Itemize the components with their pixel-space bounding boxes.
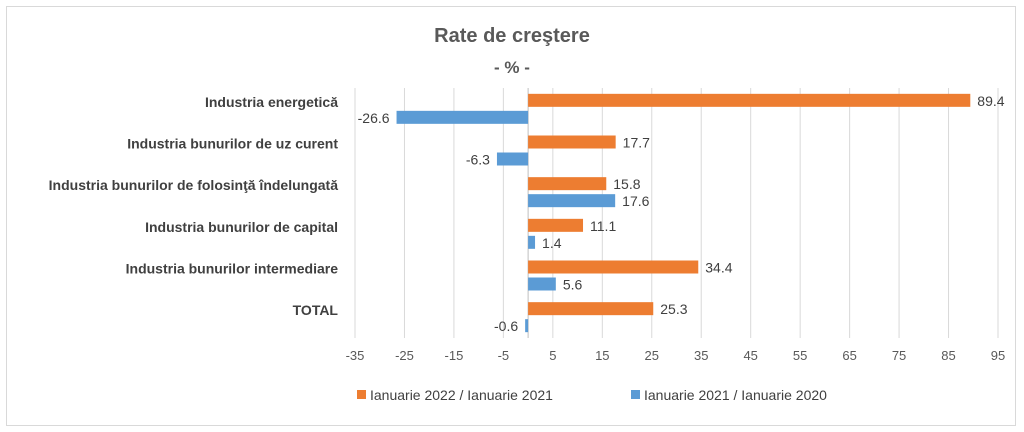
bar-series-2 [525,319,529,333]
x-tick-label: -5 [498,348,510,363]
data-label-series-1: 25.3 [660,301,687,317]
x-tick-label: 35 [694,348,708,363]
data-labels: 89.4 17.7 15.8 11.1 34.4 25.3 -26.6 -6.3 17.6 1.4… [358,93,1005,334]
legend: Ianuarie 2022 / Ianuarie 2021 Ianuarie 2… [357,387,827,403]
legend-swatch-series-1 [357,390,366,399]
bar-series-1 [528,177,607,191]
data-label-series-1: 11.1 [590,218,616,234]
category-label: Industria bunurilor de capital [145,219,338,235]
x-tick-label: 45 [743,348,757,363]
data-label-series-1: 34.4 [705,260,732,276]
data-label-series-2: -0.6 [494,318,518,334]
bar-series-1 [528,218,584,232]
chart-frame [6,6,1016,426]
data-label-series-2: 17.6 [622,193,649,209]
legend-swatch-series-2 [631,390,640,399]
data-label-series-2: 5.6 [563,277,583,293]
bar-series-2 [528,277,556,291]
x-tick-label: 55 [793,348,807,363]
data-label-series-1: 17.7 [623,135,650,151]
legend-label-series-1: Ianuarie 2022 / Ianuarie 2021 [370,387,553,403]
data-label-series-1: 15.8 [613,176,640,192]
x-tick-label: 85 [941,348,955,363]
category-labels: Industria energetică Industria bunurilor … [49,94,339,318]
x-axis-ticks: -35 -25 -15 -5 5 15 25 35 45 55 65 75 85 95 [346,348,1006,363]
bar-series-1 [528,135,616,149]
data-label-series-2: -6.3 [466,152,490,168]
category-label: Industria bunurilor intermediare [126,261,339,277]
data-label-series-2: -26.6 [358,110,390,126]
bars [396,93,971,333]
x-tick-label: -35 [346,348,365,363]
category-label: Industria bunurilor de folosinţă îndelun… [49,177,339,193]
bar-series-1 [528,302,654,316]
x-tick-label: 65 [842,348,856,363]
bar-series-1 [528,93,971,107]
category-label: Industria energetică [205,94,338,110]
category-label: Industria bunurilor de uz curent [127,136,338,152]
data-label-series-1: 89.4 [977,93,1004,109]
legend-label-series-2: Ianuarie 2021 / Ianuarie 2020 [644,387,827,403]
x-tick-label: 95 [991,348,1005,363]
category-label: TOTAL [293,302,339,318]
bar-series-2 [528,235,536,249]
chart-title: Rate de creştere [434,25,590,47]
chart-subtitle: - % - [494,58,530,77]
x-tick-label: -25 [395,348,414,363]
bar-series-2 [396,110,529,124]
x-tick-label: 75 [892,348,906,363]
gridlines [354,88,999,338]
bar-series-2 [528,194,616,208]
x-tick-label: -15 [445,348,464,363]
data-label-series-2: 1.4 [542,235,562,251]
x-tick-label: 15 [595,348,609,363]
bar-series-1 [528,260,699,274]
x-tick-label: 25 [645,348,659,363]
x-tick-label: 5 [549,348,556,363]
bar-series-2 [496,152,529,166]
